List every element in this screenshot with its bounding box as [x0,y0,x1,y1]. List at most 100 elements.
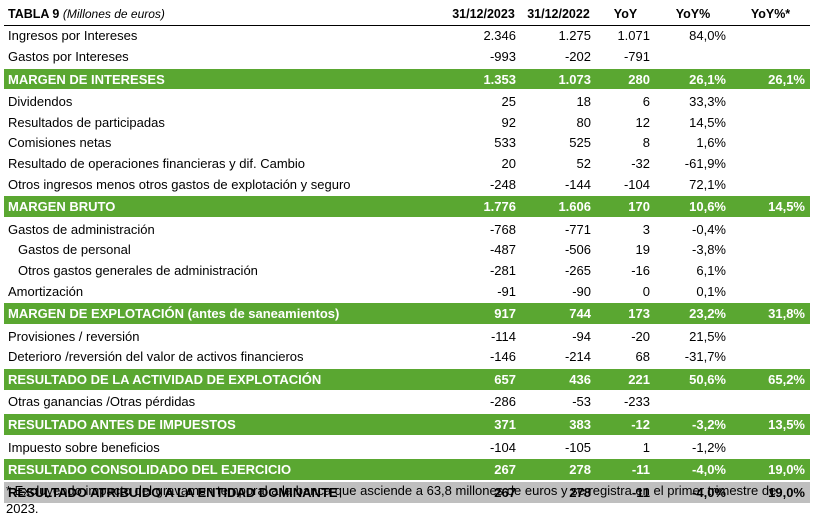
row-value: 383 [521,412,596,437]
row-value: 10,6% [655,194,731,219]
row-value: 221 [596,367,655,392]
row-value: -12 [596,412,655,437]
row-value: 2.346 [483,28,516,44]
row-value: 23,2% [655,301,731,326]
table-row: Provisiones / reversión -114 -94 -20 21,5% [4,325,810,347]
row-value [731,46,810,68]
row-label: RESULTADO DE LA ACTIVIDAD DE EXPLOTACIÓN [4,367,446,392]
table-row: Otros gastos generales de administración… [4,260,810,281]
row-value: -104 [489,439,516,455]
row-value: 92 [501,114,516,130]
row-value: -61,9% [684,155,726,171]
row-value: -0,4% [692,221,726,237]
row-value [731,153,810,174]
row-value: -144 [564,176,591,192]
table-row: RESULTADO DE LA ACTIVIDAD DE EXPLOTACIÓN… [4,367,810,392]
row-value: -16 [631,262,650,278]
table-row: MARGEN DE EXPLOTACIÓN (antes de saneamie… [4,301,810,326]
row-value: 8 [642,135,650,151]
row-value: -233 [623,394,650,410]
row-value: 26,1% [731,66,810,92]
table-row: MARGEN DE INTERESES 1.353 1.073 280 26,1% 26,… [4,66,810,92]
row-value: 19 [635,242,650,258]
row-value: -791 [623,48,650,64]
row-value: -32 [631,155,650,171]
row-label: Deterioro /reversión del valor de activo… [8,349,304,365]
table-row: Resultados de participadas 92 80 12 14,5% [4,112,810,133]
row-value: 436 [521,367,596,392]
row-value: -265 [564,262,591,278]
row-value: 533 [494,135,516,151]
row-value: 1.275 [558,28,591,44]
row-label: Impuesto sobre beneficios [8,439,160,455]
row-label: RESULTADO ATRIBUIDO A LA ENTIDAD DOMINAN… [4,480,446,503]
row-value: 744 [521,301,596,326]
row-value: -31,7% [684,349,726,365]
row-value: 6,1% [696,262,726,278]
row-value: 84,0% [689,28,726,44]
row-value: -993 [489,48,516,64]
column-header: 31/12/2022 [521,4,596,26]
table-row: Impuesto sobre beneficios -104 -105 1 -1,2% [4,436,810,459]
row-value [731,90,810,112]
row-label: MARGEN BRUTO [4,194,446,219]
row-value: 19,0% [731,480,810,503]
row-value: -3,8% [692,242,726,258]
row-value: -114 [490,328,516,344]
row-value: 371 [446,412,521,437]
table-title-text: TABLA 9 [8,7,60,22]
table-row: RESULTADO ANTES DE IMPUESTOS 371 383 -12 -3,… [4,412,810,437]
row-label: Gastos de administración [8,221,155,237]
row-value [731,218,810,240]
row-value: -286 [489,394,516,410]
row-value: -91 [497,283,516,299]
row-label: Ingresos por Intereses [8,28,138,44]
row-value: -487 [489,242,516,258]
row-value: -771 [564,221,591,237]
row-label: Resultados de participadas [8,114,165,130]
table-row: MARGEN BRUTO 1.776 1.606 170 10,6% 14,5% [4,194,810,219]
table-row: Resultado de operaciones financieras y d… [4,153,810,174]
row-value [731,281,810,303]
row-value: -105 [564,439,591,455]
row-label: Otras ganancias /Otras pérdidas [8,394,196,410]
row-value: 20 [501,155,516,171]
row-value: 50,6% [655,367,731,392]
row-value: 525 [569,135,591,151]
row-label: Dividendos [8,94,73,110]
table-row: RESULTADO CONSOLIDADO DEL EJERCICIO 267 27… [4,457,810,483]
row-value: 13,5% [731,412,810,437]
row-value: 1,6% [696,135,726,151]
table-header-row: TABLA 9 (Millones de euros) 31/12/2023 3… [4,4,810,26]
row-value: 267 [446,480,521,503]
row-value: -4,0% [655,457,731,483]
row-value: -3,2% [655,412,731,437]
row-label: MARGEN DE INTERESES [4,66,446,92]
row-value: 1.606 [521,194,596,219]
row-label: Otros ingresos menos otros gastos de exp… [8,176,351,192]
row-label: RESULTADO ANTES DE IMPUESTOS [4,412,446,437]
row-value: 14,5% [689,114,726,130]
row-value: 18 [576,94,591,110]
row-value: 68 [635,349,650,365]
row-value: 1.073 [521,66,596,92]
row-value [731,260,810,281]
row-value: 917 [446,301,521,326]
row-value: 173 [596,301,655,326]
row-value: 0 [642,283,650,299]
row-label: Amortización [8,283,84,299]
row-value: -768 [489,221,516,237]
row-value: 3 [642,221,650,237]
table-row: Gastos por Intereses -993 -202 -791 [4,46,810,68]
row-value: 21,5% [689,328,726,344]
table-row: Gastos de administración -768 -771 3 -0,4% [4,218,810,240]
row-label: Comisiones netas [8,135,112,151]
row-value: 72,1% [689,176,726,192]
row-value: 52 [576,155,591,171]
results-table: TABLA 9 (Millones de euros) 31/12/2023 3… [4,4,810,503]
row-value: 65,2% [731,367,810,392]
row-value: 25 [501,94,516,110]
row-value [655,46,731,68]
row-value: 1 [642,439,650,455]
